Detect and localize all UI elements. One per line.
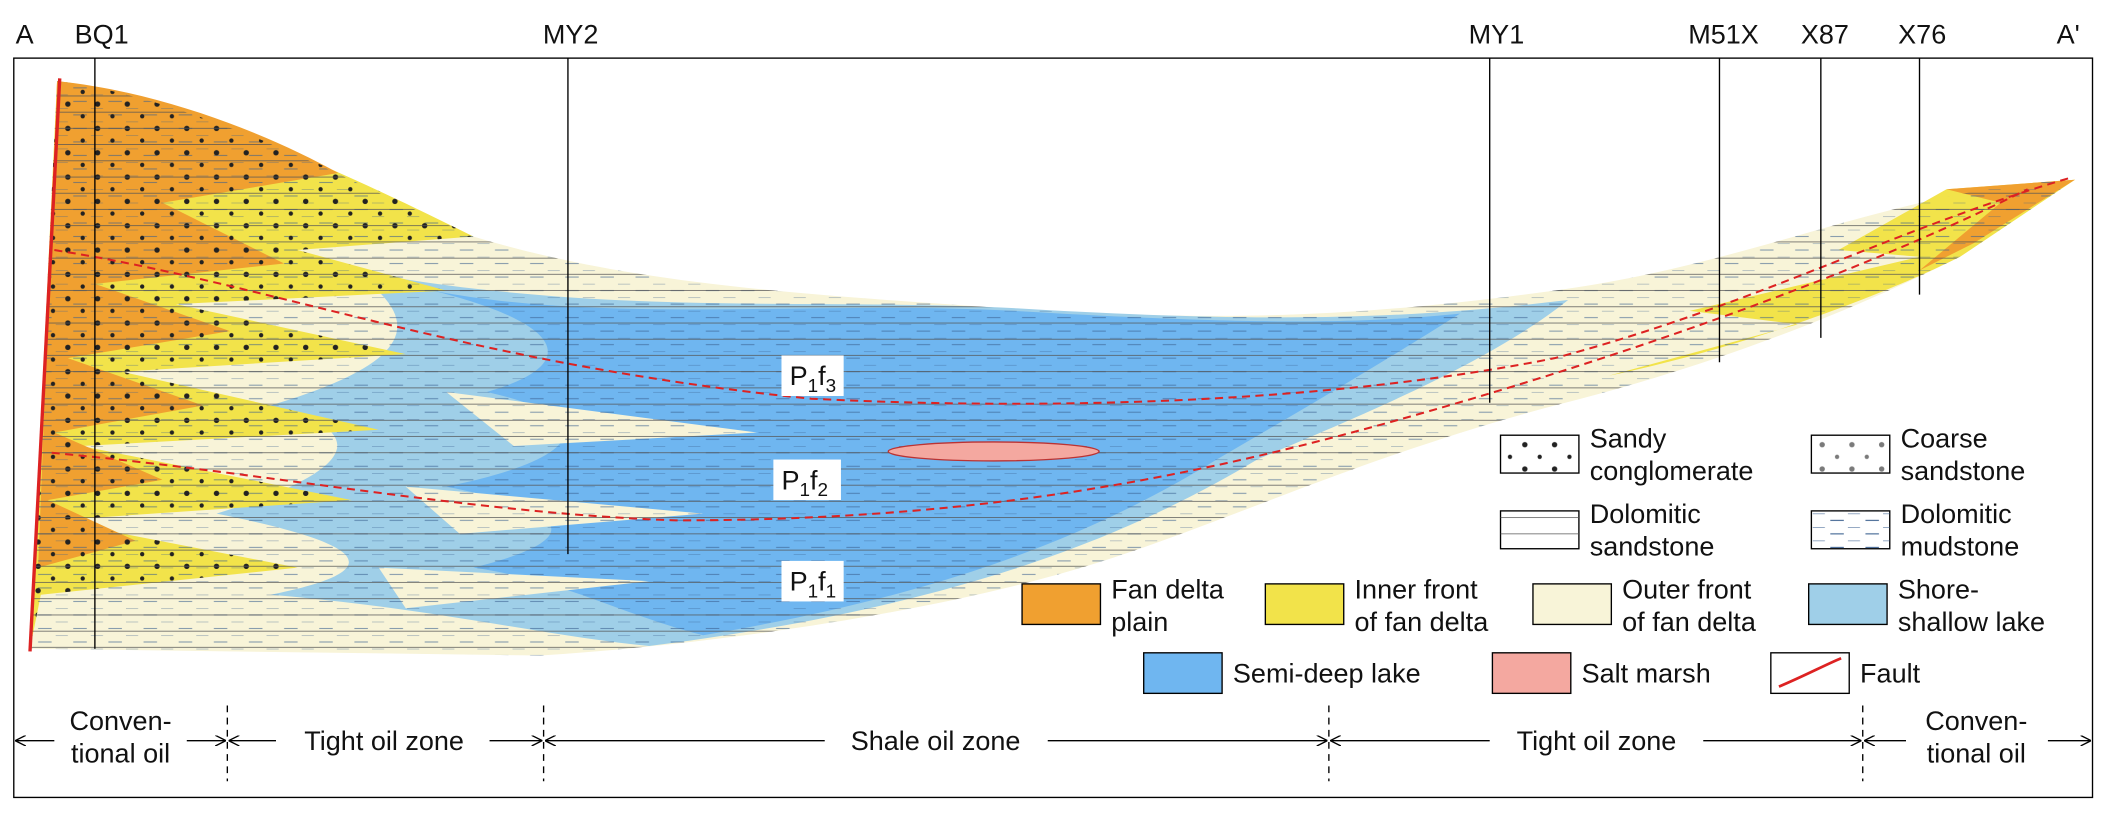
frame — [13, 57, 2094, 799]
legend-label: Salt marsh — [1582, 659, 1711, 689]
zone-label: Tight oil zone — [1517, 726, 1677, 756]
zones — [16, 705, 2089, 782]
section-end: A — [16, 19, 34, 49]
legend-label: Fault — [1860, 659, 1921, 689]
legend-label: Inner front of fan delta — [1355, 575, 1490, 637]
legend-label: Sandy conglomerate — [1590, 423, 1754, 485]
well-label: M51X — [1688, 19, 1759, 49]
well-label: X87 — [1801, 19, 1849, 49]
legend-label: Semi-deep lake — [1233, 659, 1421, 689]
zone-label: Tight oil zone — [304, 726, 464, 756]
member-label: P1f3 — [790, 361, 837, 397]
well-label: MY1 — [1469, 19, 1525, 49]
well-label: BQ1 — [75, 19, 129, 49]
legend-label: Dolomitic mudstone — [1901, 499, 2020, 561]
legend-label: Fan delta plain — [1111, 575, 1225, 637]
zone-label: Conven-tional oil — [1925, 706, 2027, 768]
zone-label: Shale oil zone — [851, 726, 1021, 756]
members: P1f3 P1f2 P1f1 — [773, 355, 844, 603]
well-label: X76 — [1898, 19, 1946, 49]
legend: Sandy conglomerate Coarse sandstone Dolomi… — [1021, 423, 2045, 695]
legend-label: Outer front of fan delta — [1622, 575, 1757, 637]
legend-label: Dolomitic sandstone — [1590, 499, 1715, 561]
member-label: P1f1 — [790, 567, 837, 603]
well-label: MY2 — [543, 19, 599, 49]
member-label: P1f2 — [781, 465, 828, 501]
wells — [94, 58, 1921, 649]
section-end: A' — [2057, 19, 2080, 49]
strata — [28, 78, 2075, 656]
legend-label: Coarse sandstone — [1901, 423, 2026, 485]
zone-label: Conven-tional oil — [69, 706, 171, 768]
legend-label: Shore-shallow lake — [1898, 575, 2045, 637]
